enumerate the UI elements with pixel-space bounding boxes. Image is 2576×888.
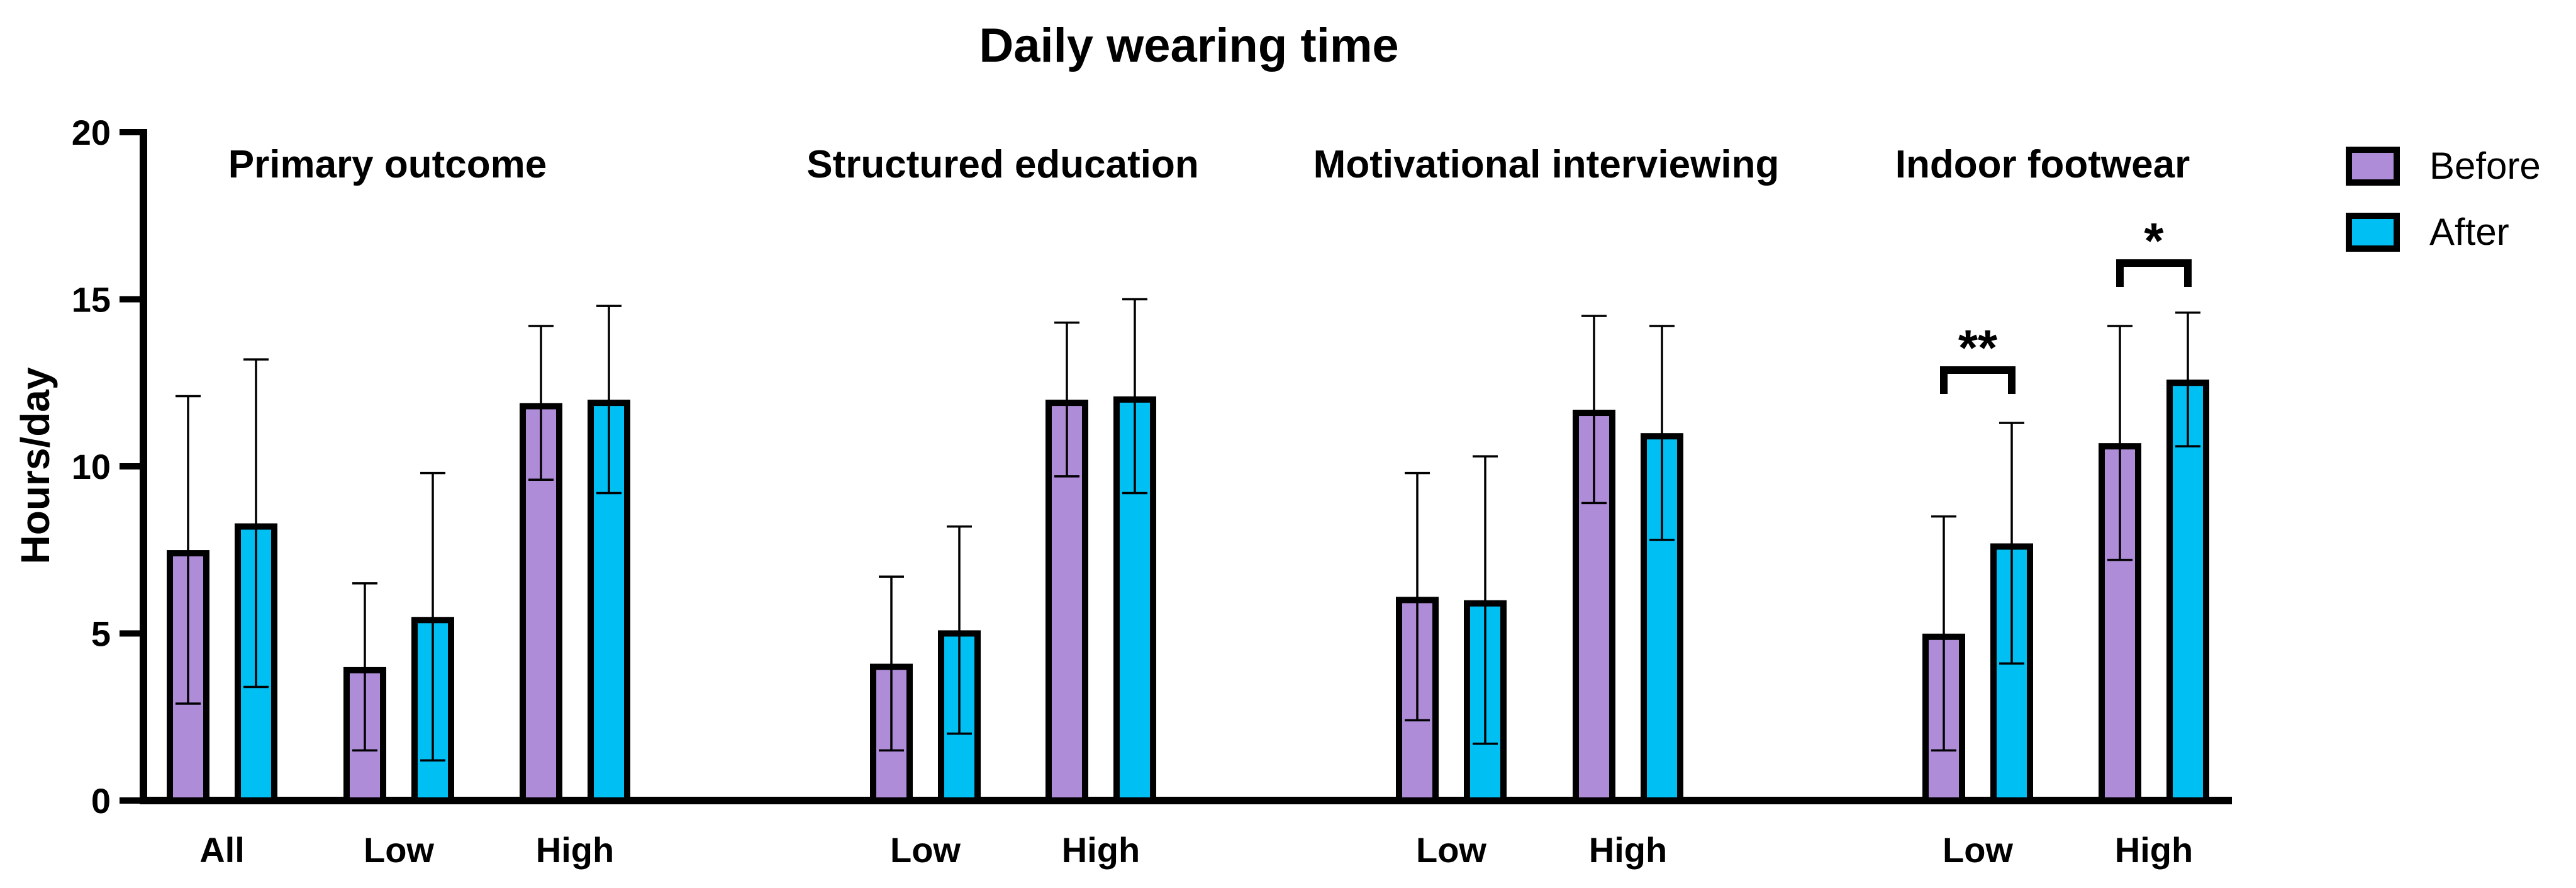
- x-tick-label: High: [1062, 830, 1140, 870]
- legend: Before After: [2346, 145, 2541, 253]
- chart-title: Daily wearing time: [979, 19, 1398, 72]
- x-tick-label: High: [2115, 830, 2193, 870]
- significance-bracket: [2116, 259, 2192, 287]
- y-tick-label: 5: [91, 614, 111, 654]
- x-tick-label: Low: [364, 830, 434, 870]
- bar-after: [2166, 379, 2209, 804]
- significance-bracket: [1940, 366, 2016, 394]
- group-label: Motivational interviewing: [1313, 143, 1780, 186]
- y-tick-label: 0: [91, 781, 111, 821]
- legend-label-after: After: [2429, 211, 2509, 253]
- group-labels: Primary outcome Structured education Motiv…: [228, 143, 2190, 186]
- significance-marker: **: [1958, 320, 1998, 376]
- bar-after: [588, 400, 630, 804]
- significance-marker: *: [2144, 213, 2164, 269]
- significance-annotations: ***: [1940, 213, 2192, 394]
- x-tick-label: All: [199, 830, 245, 870]
- group-label: Structured education: [806, 143, 1199, 186]
- y-tick-label: 15: [72, 280, 111, 320]
- legend-swatch-after: [2346, 213, 2400, 252]
- x-tick-label: High: [1589, 830, 1667, 870]
- legend-swatch-before: [2346, 147, 2400, 186]
- y-axis-ticks: 0 5 10 15 20: [72, 113, 143, 821]
- y-axis-label: Hours/day: [13, 367, 58, 564]
- x-tick-label: Low: [890, 830, 961, 870]
- group-label: Indoor footwear: [1895, 143, 2190, 186]
- x-axis-tick-labels: All Low High Low High Low High Low High: [199, 830, 2193, 870]
- bar-before: [1573, 410, 1615, 804]
- bar-after: [1990, 543, 2033, 804]
- group-label: Primary outcome: [228, 143, 547, 186]
- y-tick-label: 10: [72, 447, 111, 486]
- x-tick-label: Low: [1943, 830, 2013, 870]
- y-tick-label: 20: [72, 113, 111, 152]
- legend-label-before: Before: [2429, 145, 2541, 187]
- x-tick-label: High: [536, 830, 614, 870]
- x-tick-label: Low: [1416, 830, 1486, 870]
- error-bars: [176, 298, 2200, 762]
- bars: [167, 379, 2209, 804]
